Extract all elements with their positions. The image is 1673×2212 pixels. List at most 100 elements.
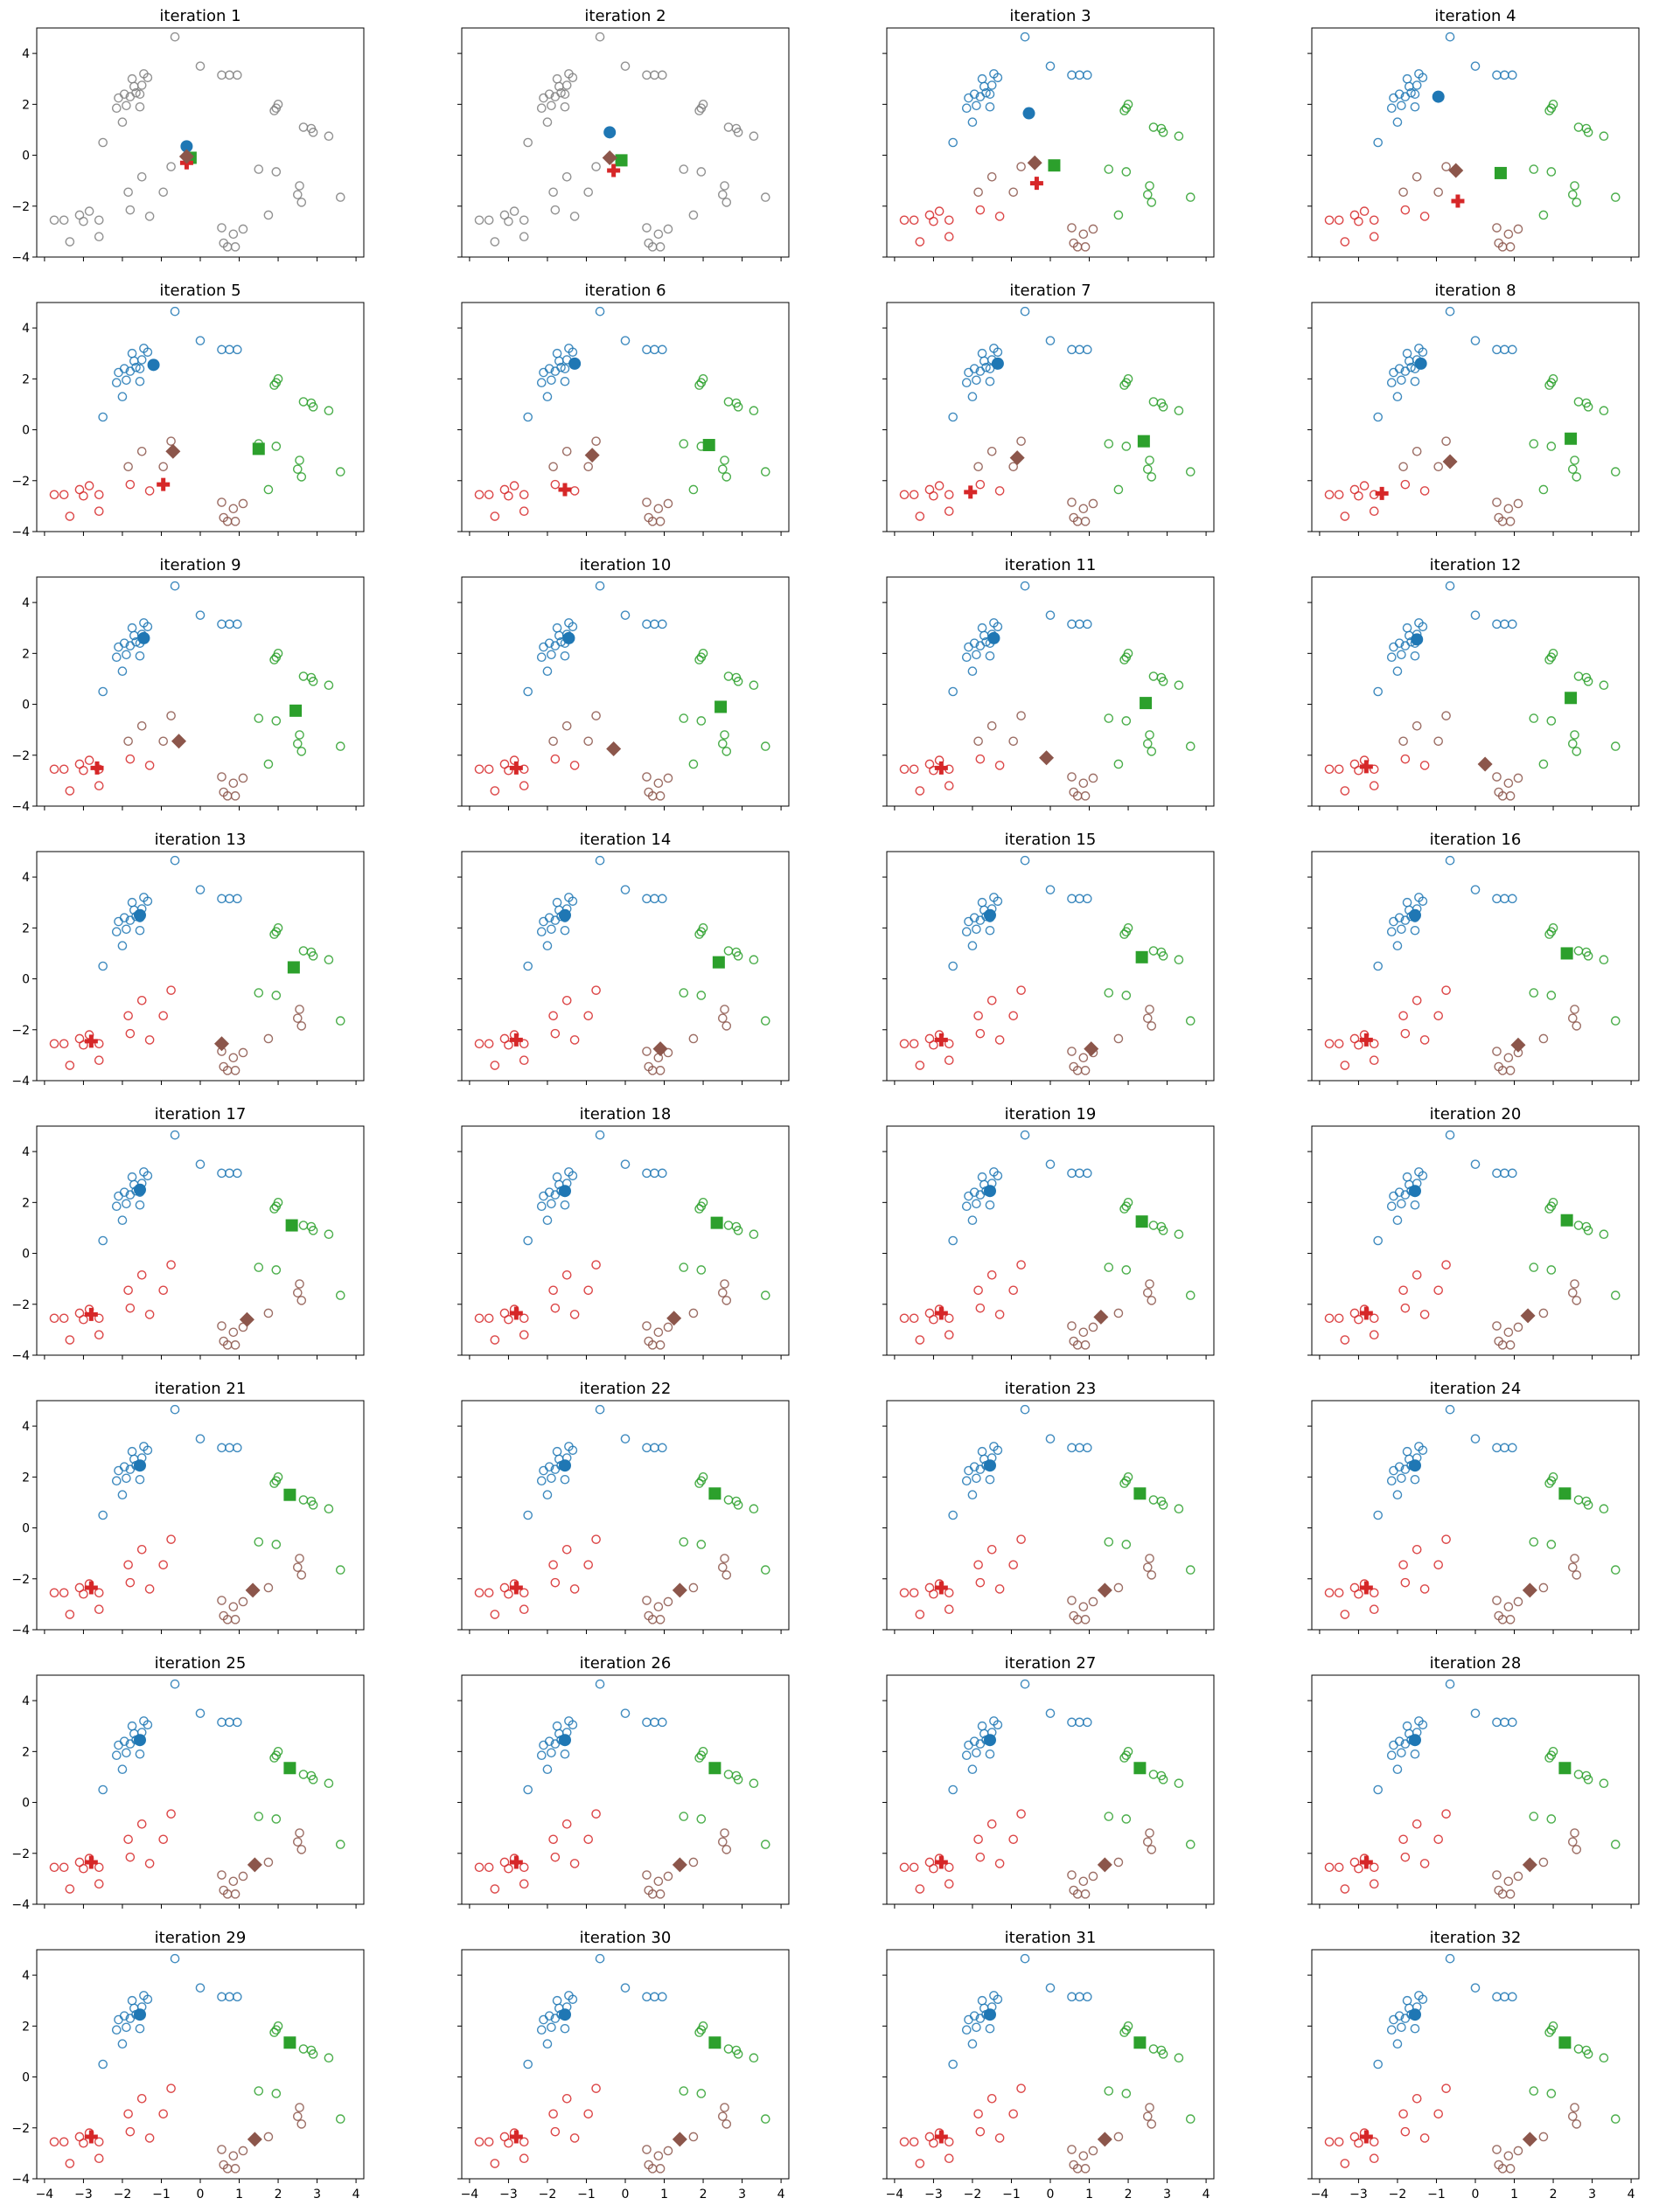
data-point (985, 650, 995, 661)
data-point (552, 348, 562, 358)
data-point (484, 764, 494, 775)
data-point (1418, 1171, 1428, 1181)
data-point (143, 73, 153, 83)
data-point (994, 486, 1005, 496)
centroid-square-marker (1558, 2036, 1572, 2049)
data-point (1369, 1879, 1379, 1889)
centroid-plus-marker (90, 761, 104, 775)
data-point (1158, 1226, 1168, 1235)
data-point (1392, 666, 1403, 677)
centroid-diamond-marker (584, 448, 600, 463)
data-point (915, 1884, 925, 1894)
centroid-plus-marker (1359, 1033, 1373, 1047)
centroid-square-marker (712, 956, 725, 969)
data-point (975, 641, 986, 650)
data-point (1445, 1679, 1455, 1689)
data-point (1405, 2003, 1414, 2014)
centroid-circle-marker (558, 2008, 571, 2021)
data-point (293, 1288, 303, 1297)
data-point (127, 623, 137, 633)
data-point (1419, 2133, 1430, 2143)
data-point (195, 1983, 206, 1993)
data-point (238, 1322, 248, 1332)
data-point (1392, 1764, 1403, 1775)
data-point (1324, 1588, 1335, 1598)
data-point (519, 2137, 529, 2147)
data-point (1529, 1537, 1539, 1547)
data-point (1088, 1322, 1098, 1332)
data-point (1080, 1889, 1091, 1899)
data-point (135, 650, 145, 661)
data-point (217, 2145, 227, 2154)
data-point (620, 1708, 631, 1718)
data-point (474, 1588, 484, 1598)
centroid-diamond-marker (1039, 750, 1055, 766)
data-point (1185, 1016, 1195, 1026)
data-point (620, 61, 631, 71)
data-point (111, 103, 122, 113)
data-point (1433, 736, 1444, 747)
data-point (1500, 344, 1509, 355)
data-point (1016, 1534, 1026, 1544)
data-point (679, 164, 689, 174)
data-point (1529, 1263, 1539, 1272)
data-point (948, 1784, 958, 1795)
data-point (1369, 1039, 1379, 1049)
centroid-diamond-marker (602, 150, 617, 165)
data-point (967, 666, 978, 677)
data-point (899, 1588, 910, 1598)
data-point (523, 961, 533, 971)
data-point (1324, 215, 1335, 226)
data-point (1507, 894, 1517, 904)
data-point (1445, 306, 1455, 316)
data-point (1174, 2053, 1184, 2063)
data-point (620, 885, 631, 894)
data-point (195, 61, 206, 71)
y-tick-label: 2 (22, 372, 30, 386)
data-point (166, 1534, 176, 1544)
x-tick-label: 4 (1202, 2188, 1210, 2202)
data-point (1610, 1565, 1621, 1575)
data-point (642, 223, 652, 233)
data-point (721, 1845, 732, 1854)
data-point (696, 652, 707, 663)
data-point (1389, 1465, 1398, 1476)
data-point (125, 2014, 136, 2023)
data-point (1492, 1992, 1502, 2002)
data-point (1410, 1474, 1420, 1485)
data-point (1158, 1500, 1168, 1510)
data-point (1410, 89, 1420, 99)
centroid-plus-marker (934, 1855, 948, 1869)
subplot-iteration-26: iteration 26 (457, 1654, 790, 1909)
data-point (1568, 1837, 1578, 1847)
data-point (1410, 1749, 1420, 1759)
data-point (972, 924, 981, 935)
centroid-circle-marker (1408, 1185, 1421, 1198)
x-tick-label: 2 (275, 2188, 282, 2202)
data-point (1075, 1168, 1084, 1179)
data-point (975, 1028, 986, 1039)
data-point (986, 1545, 997, 1555)
data-point (499, 1308, 510, 1318)
subplot-iteration-12: iteration 12 (1307, 556, 1640, 810)
data-point (568, 896, 578, 907)
data-point (994, 212, 1005, 221)
data-point (964, 1465, 973, 1476)
data-point (84, 206, 94, 216)
data-point (550, 366, 561, 376)
centroid-circle-marker (983, 1185, 996, 1198)
data-point (1505, 1066, 1516, 1075)
data-point (595, 1953, 605, 1964)
data-point (195, 1159, 206, 1169)
data-point (1373, 1510, 1383, 1520)
centroid-circle-marker (1411, 633, 1424, 646)
data-point (1492, 772, 1502, 782)
data-point (749, 406, 759, 416)
data-point (228, 1602, 239, 1612)
data-point (1441, 711, 1451, 720)
data-point (1610, 741, 1621, 751)
data-point (655, 1340, 666, 1350)
